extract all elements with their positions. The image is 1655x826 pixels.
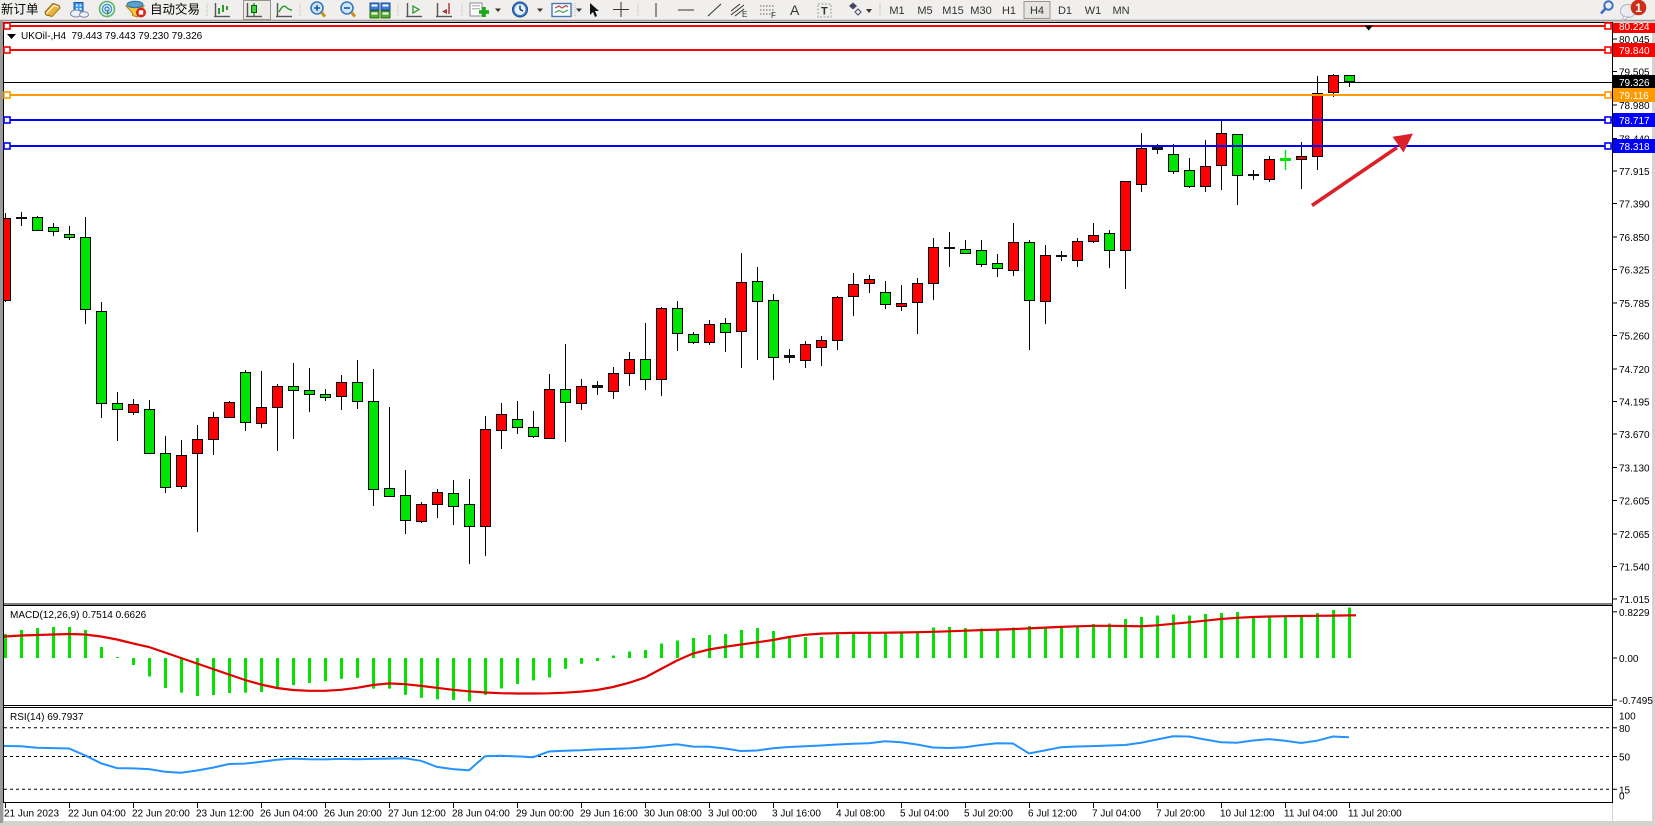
svg-text:MN: MN [1112,5,1129,17]
svg-text:E: E [742,10,747,19]
svg-text:23 Jun 12:00: 23 Jun 12:00 [196,809,254,820]
svg-text:11 Jul 04:00: 11 Jul 04:00 [1284,809,1338,820]
svg-text:5 Jul 04:00: 5 Jul 04:00 [900,809,949,820]
svg-text:M15: M15 [942,5,963,17]
svg-text:H4: H4 [1030,5,1044,17]
svg-text:D1: D1 [1058,5,1072,17]
svg-text:3 Jul 00:00: 3 Jul 00:00 [708,809,757,820]
svg-text:72.605: 72.605 [1619,497,1650,508]
svg-text:M5: M5 [917,5,932,17]
svg-text:71.540: 71.540 [1619,563,1650,574]
svg-text:26 Jun 20:00: 26 Jun 20:00 [324,809,382,820]
svg-text:10 Jul 12:00: 10 Jul 12:00 [1220,809,1275,820]
svg-text:76.850: 76.850 [1619,233,1650,244]
svg-text:7 Jul 04:00: 7 Jul 04:00 [1092,809,1141,820]
svg-text:27 Jun 12:00: 27 Jun 12:00 [388,809,446,820]
svg-text:M1: M1 [889,5,904,17]
svg-text:80.224: 80.224 [1619,22,1650,33]
svg-text:21 Jun 2023: 21 Jun 2023 [4,809,59,820]
svg-text:80.045: 80.045 [1619,35,1650,46]
svg-text:1: 1 [1635,1,1642,15]
svg-text:77.915: 77.915 [1619,167,1650,178]
svg-text:30 Jun 08:00: 30 Jun 08:00 [644,809,702,820]
svg-text:11 Jul 20:00: 11 Jul 20:00 [1348,809,1402,820]
svg-text:72.065: 72.065 [1619,530,1650,541]
svg-text:79.116: 79.116 [1619,91,1649,102]
svg-text:-0.7495: -0.7495 [1619,696,1653,707]
svg-text:75.260: 75.260 [1619,332,1650,343]
svg-text:28 Jun 04:00: 28 Jun 04:00 [452,809,510,820]
svg-text:74.195: 74.195 [1619,398,1650,409]
svg-text:H1: H1 [1002,5,1016,17]
svg-text:22 Jun 20:00: 22 Jun 20:00 [132,809,190,820]
svg-text:自动交易: 自动交易 [150,2,200,17]
svg-text:新订单: 新订单 [1,2,39,17]
svg-text:75.785: 75.785 [1619,299,1650,310]
svg-text:0.00: 0.00 [1619,654,1639,665]
svg-text:4 Jul 08:00: 4 Jul 08:00 [836,809,885,820]
svg-text:5 Jul 20:00: 5 Jul 20:00 [964,809,1013,820]
svg-text:M30: M30 [970,5,991,17]
svg-text:T: T [821,6,828,18]
svg-text:29 Jun 00:00: 29 Jun 00:00 [516,809,574,820]
svg-text:3 Jul 16:00: 3 Jul 16:00 [772,809,821,820]
svg-text:W1: W1 [1085,5,1102,17]
svg-text:26 Jun 04:00: 26 Jun 04:00 [260,809,318,820]
svg-text:RSI(14) 69.7937: RSI(14) 69.7937 [10,712,84,723]
svg-text:80: 80 [1619,724,1631,735]
svg-text:71.015: 71.015 [1619,595,1650,606]
svg-text:50: 50 [1619,753,1631,764]
svg-text:78.980: 78.980 [1619,101,1650,112]
svg-text:A: A [790,2,800,18]
svg-text:73.670: 73.670 [1619,430,1650,441]
svg-text:15: 15 [1619,785,1631,796]
svg-text:0: 0 [1619,792,1625,803]
svg-text:F: F [771,11,776,20]
svg-text:22 Jun 04:00: 22 Jun 04:00 [68,809,126,820]
svg-text:76.325: 76.325 [1619,266,1650,277]
svg-text:73.130: 73.130 [1619,464,1650,475]
svg-text:UKOil-,H4 79.443 79.443 79.23: UKOil-,H4 79.443 79.443 79.230 79.326 [21,31,203,42]
svg-text:29 Jun 16:00: 29 Jun 16:00 [580,809,638,820]
svg-text:100: 100 [1619,712,1636,723]
svg-text:0.8229: 0.8229 [1619,608,1650,619]
svg-text:78.318: 78.318 [1619,142,1650,153]
svg-text:79.326: 79.326 [1619,78,1650,89]
svg-text:6 Jul 12:00: 6 Jul 12:00 [1028,809,1077,820]
svg-text:7 Jul 20:00: 7 Jul 20:00 [1156,809,1205,820]
svg-text:79.505: 79.505 [1619,68,1650,79]
svg-text:78.717: 78.717 [1619,116,1650,127]
svg-text:77.390: 77.390 [1619,200,1650,211]
svg-text:MACD(12,26,9) 0.7514 0.6626: MACD(12,26,9) 0.7514 0.6626 [10,610,147,621]
svg-text:79.840: 79.840 [1619,46,1650,57]
svg-text:74.720: 74.720 [1619,365,1650,376]
